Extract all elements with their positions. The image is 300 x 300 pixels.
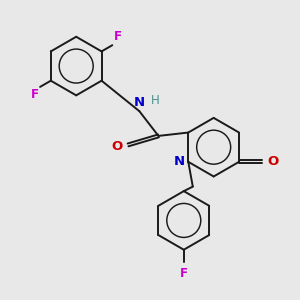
Text: F: F [180,267,188,280]
Text: N: N [134,96,145,109]
Text: H: H [151,94,159,106]
Text: F: F [113,30,122,43]
Text: F: F [31,88,39,101]
Text: O: O [111,140,122,153]
Text: N: N [174,155,185,168]
Text: O: O [267,155,278,168]
